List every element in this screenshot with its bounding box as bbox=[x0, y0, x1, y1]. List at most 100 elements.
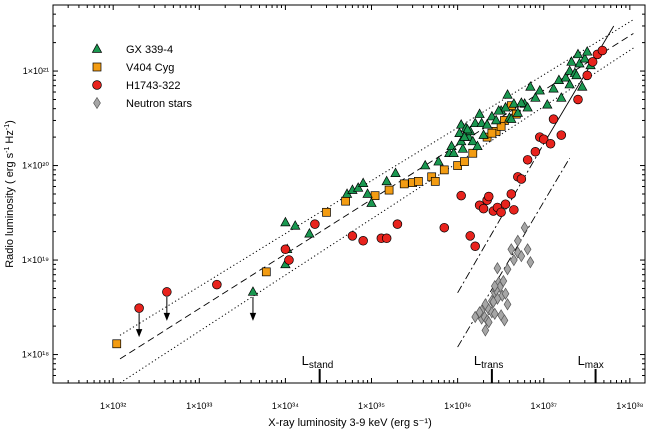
h1743-322-point bbox=[587, 57, 598, 67]
v404-cyg-point bbox=[439, 165, 449, 175]
x-tick-label: 1×10³⁸ bbox=[616, 401, 643, 411]
gx-339-4-point bbox=[459, 131, 470, 141]
h1743-322-point bbox=[522, 155, 533, 165]
upper-limit-arrow-head bbox=[163, 312, 171, 321]
y-tick-label: 1×10¹⁹ bbox=[22, 255, 49, 265]
gx-339-4-point bbox=[564, 65, 575, 75]
neutron-stars-point bbox=[490, 279, 499, 293]
gx-339-4-point bbox=[476, 117, 487, 128]
h1743-322-point bbox=[509, 205, 519, 215]
x-axis-title: X-ray luminosity 3-9 keV (erg s⁻¹) bbox=[268, 417, 432, 429]
neutron-stars-point bbox=[503, 263, 512, 276]
lower-dotted-envelope bbox=[119, 47, 634, 383]
v404-cyg-point bbox=[487, 128, 497, 138]
h1743-322-point bbox=[500, 199, 511, 209]
h1743-322-point bbox=[496, 207, 506, 218]
gx-339-4-point bbox=[352, 182, 364, 192]
gx-339-4-point bbox=[579, 53, 591, 63]
upper-dotted-envelope bbox=[119, 19, 634, 336]
x-tick-label: 1×10³² bbox=[100, 401, 126, 411]
gx-339-4-point bbox=[290, 220, 301, 230]
y-axis-title-sup-2: -1 bbox=[4, 124, 11, 130]
v404-cyg-point bbox=[384, 185, 394, 195]
upper-limit-point bbox=[162, 287, 172, 297]
marker-stand-label: Lstand bbox=[302, 353, 334, 371]
gx-339-4-point bbox=[472, 140, 483, 151]
neutron-stars-point bbox=[500, 314, 509, 327]
gx-339-4-point bbox=[560, 71, 571, 82]
h1743-322-point bbox=[506, 189, 517, 199]
gx-339-4-point bbox=[548, 83, 559, 93]
gx-339-4-point bbox=[457, 143, 469, 153]
gx-339-4-point bbox=[534, 84, 545, 95]
gx-339-4-point bbox=[446, 140, 457, 151]
h1743-322-point bbox=[478, 203, 489, 214]
marker-stand-subscript: stand bbox=[309, 360, 333, 371]
h1743-322-point bbox=[358, 236, 368, 246]
gx-339-4-point bbox=[474, 108, 485, 118]
neutron-stars-point bbox=[520, 221, 529, 234]
gx-339-4-point bbox=[390, 167, 401, 177]
gx-339-4-point bbox=[304, 227, 315, 238]
legend-v404-cyg-marker bbox=[92, 62, 102, 72]
steep-track-extension bbox=[457, 143, 545, 294]
neutron-stars-point bbox=[503, 298, 512, 311]
marker-max-subscript: max bbox=[585, 360, 604, 371]
gx-339-4-point bbox=[566, 56, 577, 66]
gx-339-4-point bbox=[512, 107, 523, 117]
gx-339-4-point bbox=[582, 46, 593, 56]
gx-339-4-point bbox=[454, 127, 465, 137]
legend-h1743-322-label: H1743-322 bbox=[126, 80, 180, 92]
marker-max-letter: L bbox=[578, 353, 585, 368]
gx-339-4-point bbox=[481, 119, 493, 129]
h1743-322-point bbox=[597, 45, 608, 56]
h1743-322-point bbox=[470, 241, 480, 251]
v404-cyg-point bbox=[112, 339, 122, 349]
h1743-322-point bbox=[280, 244, 291, 255]
h1743-322-point bbox=[439, 222, 450, 233]
h1743-322-point bbox=[538, 134, 549, 144]
neutron-stars-point bbox=[475, 306, 484, 319]
neutron-stars-point bbox=[499, 274, 508, 288]
h1743-322-point bbox=[212, 279, 222, 290]
gx-339-4-point bbox=[506, 113, 517, 123]
h1743-322-point bbox=[573, 94, 583, 105]
y-axis-title-mid: Hz bbox=[4, 130, 16, 147]
y-axis-title: Radio luminosity ( erg s-1 Hz-1) bbox=[4, 120, 16, 268]
gx-339-4-point bbox=[470, 117, 481, 128]
gx-339-4-point bbox=[448, 147, 459, 157]
v404-cyg-point bbox=[261, 267, 271, 277]
gx-339-4-point bbox=[530, 92, 541, 102]
gx-339-4-point bbox=[467, 135, 478, 146]
upper-limit-point bbox=[247, 286, 259, 296]
gx-339-4-point bbox=[280, 216, 291, 227]
steep-track-fit bbox=[543, 25, 615, 145]
gx-339-4-point bbox=[556, 92, 567, 102]
legend-h1743-322-marker bbox=[92, 80, 102, 90]
gx-339-4-point bbox=[462, 123, 473, 134]
gx-339-4-point bbox=[366, 197, 377, 207]
neutron-stars-point bbox=[484, 316, 493, 329]
gx-339-4-point bbox=[490, 114, 502, 125]
h1743-322-point bbox=[310, 219, 320, 229]
h1743-322-point bbox=[548, 114, 559, 124]
gx-339-4-point bbox=[493, 105, 504, 115]
h1743-322-point bbox=[516, 174, 527, 184]
y-axis-title-main: Radio luminosity ( erg s bbox=[4, 152, 16, 267]
v404-cyg-point bbox=[496, 121, 506, 131]
v404-cyg-point bbox=[341, 196, 350, 206]
marker-max-label: Lmax bbox=[578, 353, 604, 371]
h1743-322-point bbox=[347, 231, 358, 241]
gx-339-4-point bbox=[508, 98, 520, 108]
neutron-stars-point bbox=[517, 249, 526, 263]
upper-limit-point bbox=[134, 303, 144, 313]
legend-neutron-stars-marker bbox=[93, 96, 101, 110]
gx-339-4-point bbox=[574, 57, 585, 68]
v404-cyg-point bbox=[370, 191, 380, 201]
x-tick-label: 1×10³⁴ bbox=[272, 401, 299, 411]
gx-339-4-point bbox=[362, 188, 373, 198]
h1743-322-point bbox=[484, 191, 494, 202]
neutron-stars-point bbox=[510, 253, 518, 267]
gx-339-4-point bbox=[433, 155, 444, 166]
